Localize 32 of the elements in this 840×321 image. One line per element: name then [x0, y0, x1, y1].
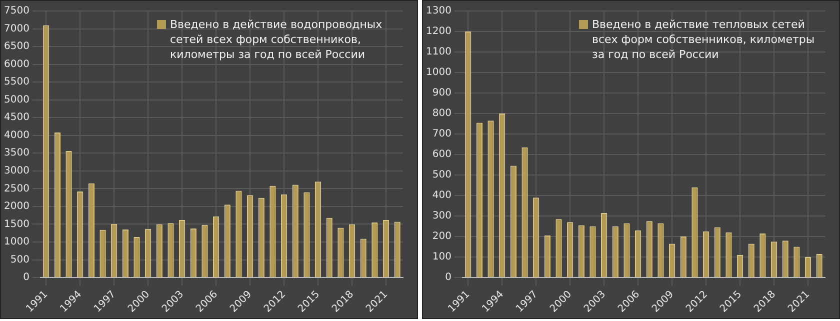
y-tick-label: 5500	[4, 76, 30, 88]
y-tick-label: 500	[10, 254, 30, 266]
y-tick-label: 6500	[4, 41, 30, 52]
y-tick-label: 2500	[4, 183, 30, 194]
y-tick-label: 4500	[4, 112, 30, 124]
y-tick-label: 3500	[4, 148, 30, 159]
y-tick-label: 0	[23, 272, 30, 284]
y-tick-label: 1300	[426, 6, 452, 17]
y-tick-label: 400	[432, 190, 452, 202]
legend-label: Введено в действие водопроводных сетей всех форм собственников, километры за год по всей России	[170, 17, 384, 62]
y-tick-label: 300	[432, 210, 452, 222]
y-tick-label: 1000	[426, 67, 452, 78]
y-tick-label: 600	[432, 149, 452, 160]
y-tick-label: 7000	[4, 23, 30, 34]
y-tick-label: 1500	[4, 218, 30, 230]
y-tick-label: 4000	[4, 130, 30, 141]
y-tick-label: 0	[445, 272, 452, 284]
y-tick-label: 500	[432, 170, 452, 181]
y-tick-label: 800	[432, 108, 452, 120]
y-tick-label: 1100	[426, 46, 452, 58]
y-tick-label: 1200	[426, 26, 452, 38]
y-tick-label: 7500	[4, 6, 30, 17]
y-tick-label: 100	[432, 252, 452, 263]
y-tick-label: 6000	[4, 58, 30, 70]
y-tick-label: 700	[432, 128, 452, 140]
y-tick-label: 5000	[4, 94, 30, 106]
legend-label: Введено в действие тепловых сетей всех форм собственников, километры за год по всей России	[592, 17, 816, 62]
y-tick-label: 900	[432, 88, 452, 99]
y-tick-label: 3000	[4, 166, 30, 177]
y-tick-label: 2000	[4, 201, 30, 212]
y-tick-label: 200	[432, 231, 452, 242]
y-tick-label: 1000	[4, 236, 30, 248]
